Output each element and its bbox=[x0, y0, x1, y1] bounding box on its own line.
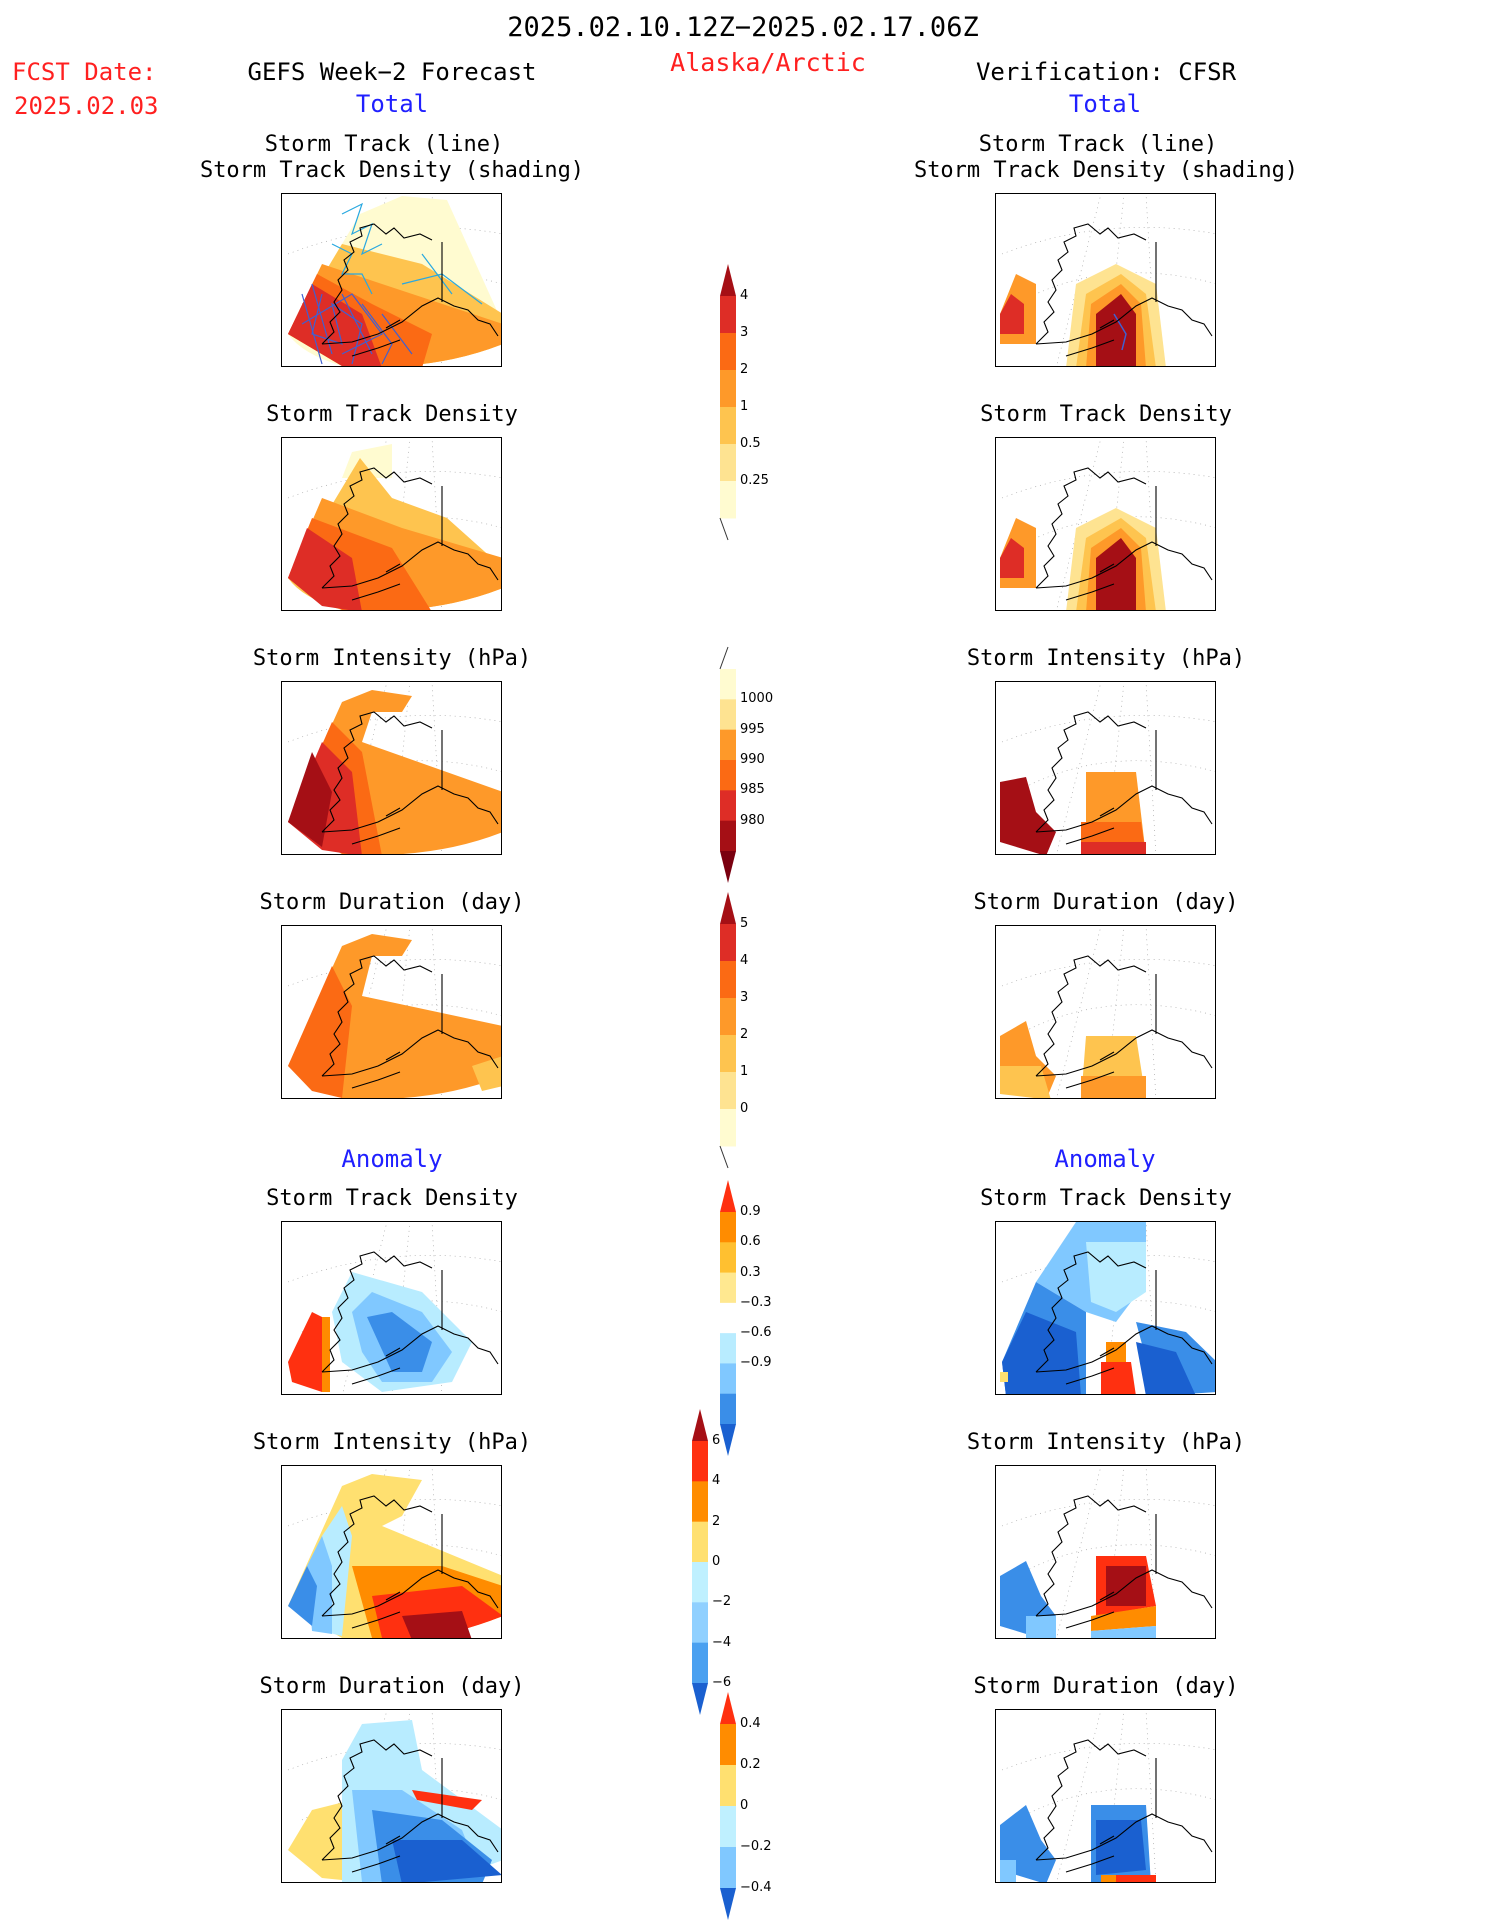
map-right-track bbox=[995, 193, 1216, 367]
colorbar-label: 0.6 bbox=[740, 1234, 761, 1250]
map-right-anom-intensity bbox=[995, 1465, 1216, 1639]
colorbar-label: 0.4 bbox=[740, 1716, 761, 1731]
map-right-density bbox=[995, 437, 1216, 611]
left-density-title: Storm Track Density bbox=[266, 402, 518, 427]
right-anomaly-label: Anomaly bbox=[1054, 1145, 1156, 1173]
colorbar-label: −4 bbox=[712, 1634, 732, 1650]
colorbar-label: 0.9 bbox=[740, 1204, 761, 1219]
map-left-intensity bbox=[281, 681, 502, 855]
right-intensity-title: Storm Intensity (hPa) bbox=[966, 646, 1246, 671]
map-left-duration bbox=[281, 925, 502, 1099]
left-intensity-title: Storm Intensity (hPa) bbox=[252, 646, 532, 671]
colorbar-label: 3 bbox=[740, 990, 749, 1005]
map-left-anom-intensity bbox=[281, 1465, 502, 1639]
left-anom-intensity-title: Storm Intensity (hPa) bbox=[252, 1430, 532, 1455]
colorbar-label: 4 bbox=[740, 953, 749, 968]
map-right-anom-density bbox=[995, 1221, 1216, 1395]
colorbar-label: 4 bbox=[740, 288, 749, 303]
fcst-label: FCST Date: bbox=[12, 58, 157, 86]
colorbar-label: 0.5 bbox=[740, 436, 761, 451]
right-anom-duration-title: Storm Duration (day) bbox=[973, 1674, 1239, 1699]
colorbar-label: 0.25 bbox=[740, 473, 769, 488]
map-left-track bbox=[281, 193, 502, 367]
colorbar-label: 1 bbox=[740, 399, 749, 414]
colorbar-label: −0.6 bbox=[740, 1325, 772, 1341]
left-total-label: Total bbox=[355, 90, 429, 118]
colorbar-label: 0.3 bbox=[740, 1264, 761, 1280]
colorbar-label: 3 bbox=[740, 325, 749, 340]
map-left-anom-duration bbox=[281, 1709, 502, 1883]
colorbar-label: 2 bbox=[712, 1513, 721, 1529]
right-duration-title: Storm Duration (day) bbox=[973, 890, 1239, 915]
colorbar-label: −0.2 bbox=[740, 1839, 772, 1854]
colorbar-label: −6 bbox=[712, 1675, 732, 1690]
map-right-intensity bbox=[995, 681, 1216, 855]
left-anom-density-title: Storm Track Density bbox=[266, 1186, 518, 1211]
left-track-line-title: Storm Track (line) bbox=[264, 132, 504, 157]
colorbar-label: 2 bbox=[740, 1027, 749, 1042]
colorbar-label: 980 bbox=[740, 812, 765, 828]
colorbar-label: 5 bbox=[740, 916, 749, 931]
right-anom-density-title: Storm Track Density bbox=[980, 1186, 1232, 1211]
right-track-line-title: Storm Track (line) bbox=[978, 132, 1218, 157]
region-title: Alaska/Arctic bbox=[670, 48, 866, 77]
colorbar-label: −2 bbox=[712, 1594, 732, 1610]
right-track-shading-title: Storm Track Density (shading) bbox=[913, 158, 1299, 183]
colorbar-anom-duration: 0.4 0.2 0 −0.2 −0.4 bbox=[718, 1690, 808, 1922]
colorbar-anom-intensity: 6 4 2 0 −2 −4 −6 bbox=[690, 1407, 780, 1717]
map-right-anom-duration bbox=[995, 1709, 1216, 1883]
colorbar-intensity: 1000 995 990 985 980 bbox=[718, 645, 808, 885]
colorbar-label: 0 bbox=[712, 1554, 721, 1569]
map-left-density bbox=[281, 437, 502, 611]
colorbar-label: −0.9 bbox=[740, 1355, 772, 1371]
colorbar-label: 6 bbox=[712, 1433, 721, 1448]
left-anom-duration-title: Storm Duration (day) bbox=[259, 1674, 525, 1699]
period-title: 2025.02.10.12Z−2025.02.17.06Z bbox=[507, 12, 979, 43]
colorbar-label: 2 bbox=[740, 362, 749, 377]
map-right-duration bbox=[995, 925, 1216, 1099]
fcst-date: 2025.02.03 bbox=[14, 92, 159, 120]
left-duration-title: Storm Duration (day) bbox=[259, 890, 525, 915]
right-anom-intensity-title: Storm Intensity (hPa) bbox=[966, 1430, 1246, 1455]
colorbar-label: 0 bbox=[740, 1101, 749, 1116]
right-title: Verification: CFSR bbox=[975, 58, 1237, 86]
right-total-label: Total bbox=[1068, 90, 1142, 118]
colorbar-density: 4 3 2 1 0.5 0.25 bbox=[718, 262, 808, 542]
colorbar-label: −0.3 bbox=[740, 1294, 772, 1310]
left-title: GEFS Week−2 Forecast bbox=[247, 58, 537, 86]
right-density-title: Storm Track Density bbox=[980, 402, 1232, 427]
colorbar-label: 1000 bbox=[740, 691, 774, 707]
colorbar-label: 4 bbox=[712, 1473, 721, 1489]
colorbar-label: 0.2 bbox=[740, 1757, 761, 1772]
colorbar-label: 995 bbox=[740, 721, 765, 737]
map-left-anom-density bbox=[281, 1221, 502, 1395]
left-track-shading-title: Storm Track Density (shading) bbox=[199, 158, 585, 183]
colorbar-duration: 5 4 3 2 1 0 bbox=[718, 890, 808, 1170]
colorbar-label: 985 bbox=[740, 782, 765, 798]
colorbar-label: 0 bbox=[740, 1798, 749, 1813]
colorbar-label: 990 bbox=[740, 752, 765, 767]
colorbar-label: −0.4 bbox=[740, 1880, 772, 1895]
colorbar-anom-density: 0.9 0.6 0.3 −0.3 −0.6 −0.9 bbox=[718, 1178, 808, 1458]
colorbar-label: 1 bbox=[740, 1064, 749, 1079]
left-anomaly-label: Anomaly bbox=[341, 1145, 443, 1173]
